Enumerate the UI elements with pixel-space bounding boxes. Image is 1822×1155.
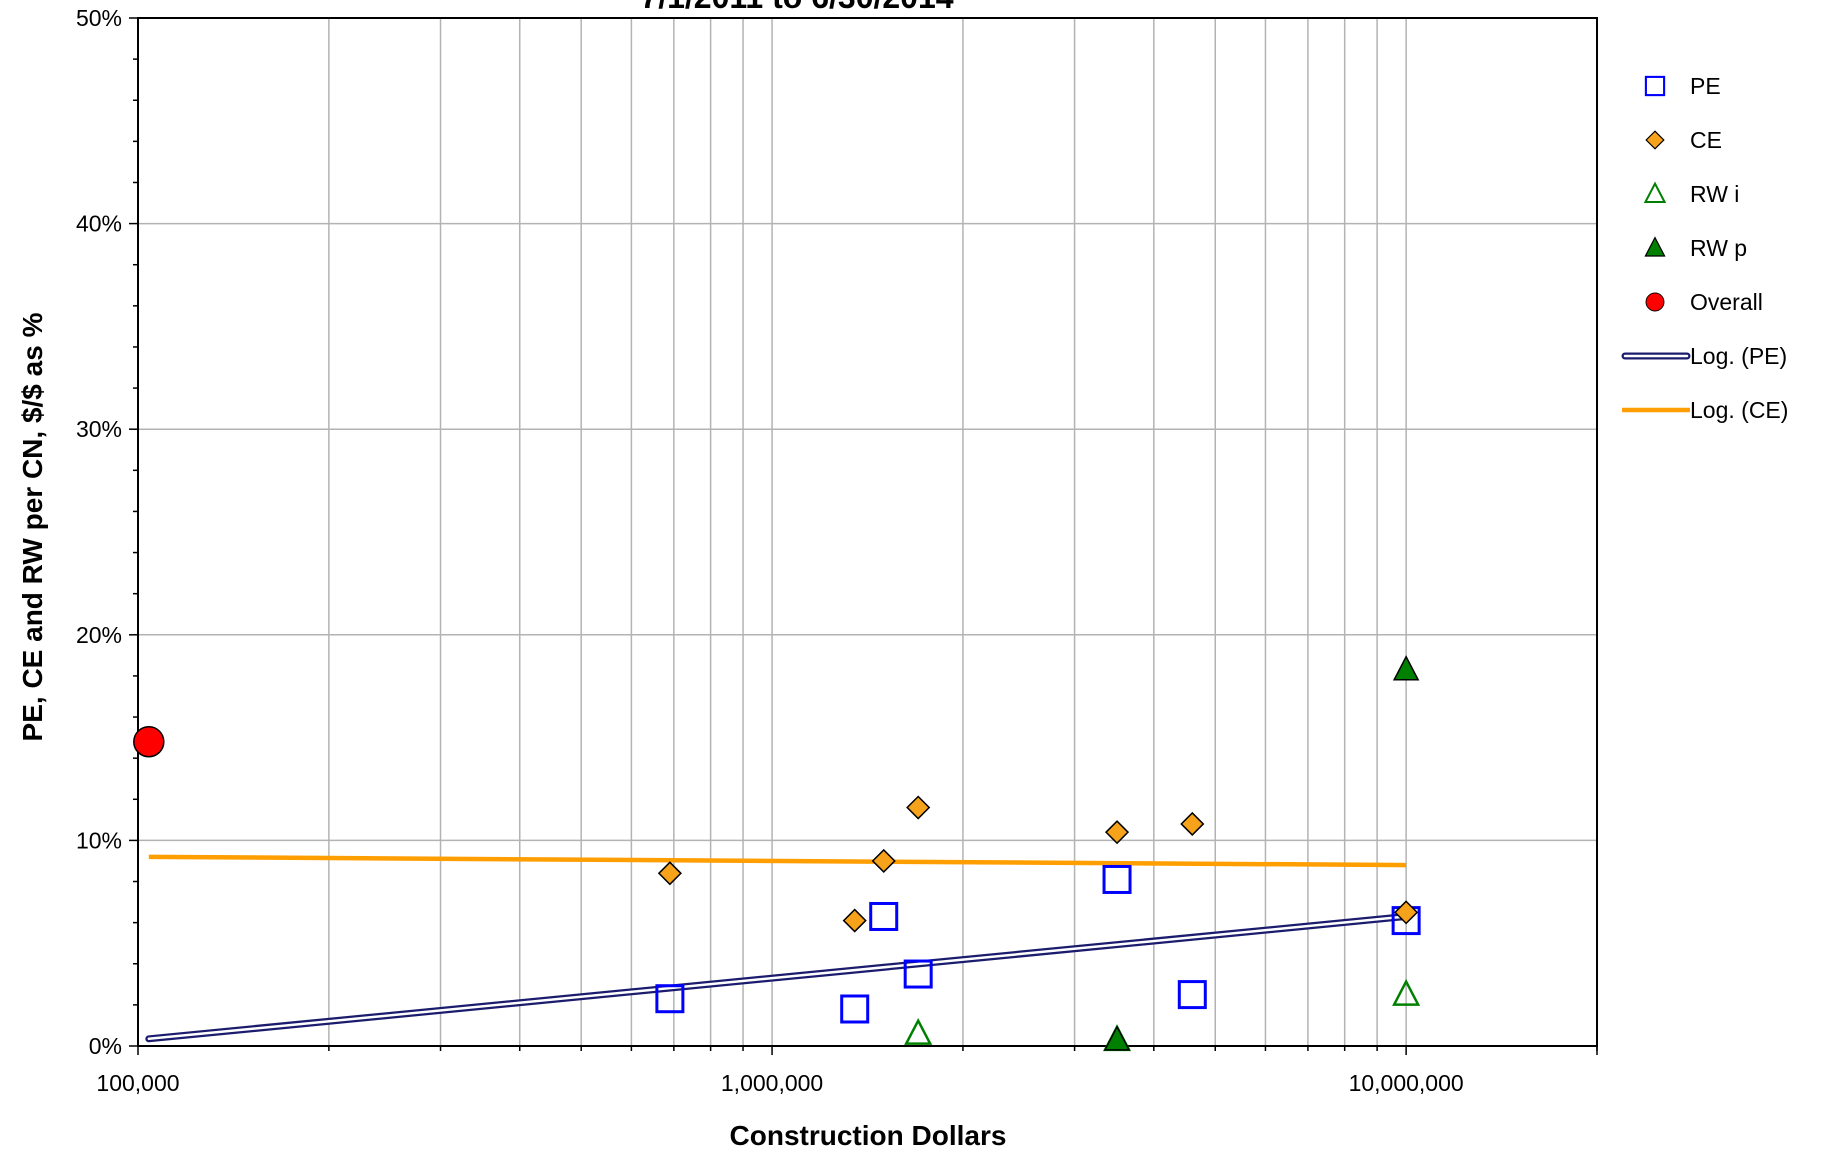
- point-pe: [1177, 980, 1207, 1010]
- point-rw-p: [1103, 1025, 1131, 1051]
- y-tick-label: 20%: [76, 622, 122, 648]
- y-tick-label: 50%: [76, 5, 122, 31]
- x-tick-label: 100,000: [96, 1070, 179, 1096]
- y-tick-label: 0%: [89, 1033, 122, 1059]
- y-axis-title: PE, CE and RW per CN, $/$ as %: [17, 312, 48, 741]
- point-ce: [1180, 811, 1205, 837]
- legend-marker-ce: [1645, 130, 1665, 150]
- y-tick-label: 10%: [76, 827, 122, 853]
- point-pe: [655, 984, 685, 1014]
- point-rw-p: [1392, 655, 1420, 681]
- legend-symbol-rw-i: [1643, 181, 1667, 204]
- x-tick-label: 1,000,000: [721, 1070, 823, 1096]
- point-ce: [657, 861, 682, 886]
- point-ce: [1394, 900, 1419, 925]
- legend-label-pe: PE: [1690, 73, 1721, 99]
- point-pe: [840, 994, 870, 1024]
- legend-label-ce: CE: [1690, 127, 1722, 153]
- trendline-pe-inner: [147, 915, 1408, 1041]
- legend-marker-pe: [1644, 75, 1666, 97]
- legend-label-rw-p: RW p: [1690, 235, 1747, 261]
- point-pe: [903, 959, 933, 989]
- legend-symbol-pe: [1644, 75, 1666, 97]
- point-overall: [133, 725, 165, 758]
- point-ce: [1104, 820, 1130, 845]
- legend-symbol-overall: [1645, 292, 1665, 312]
- legend-marker-rw-i: [1643, 181, 1667, 204]
- point-ce: [871, 848, 896, 874]
- plot-area-frame: [137, 17, 1598, 1047]
- grid: [138, 18, 1597, 1046]
- trendline-ce: [148, 854, 1407, 868]
- point-ce: [906, 795, 931, 820]
- legend-symbol-ce: [1645, 130, 1665, 150]
- point-ce: [842, 908, 867, 933]
- point-pe: [869, 901, 899, 931]
- y-axis-ticks: 0% 10% 20% 30% 40% 50%: [76, 5, 138, 1059]
- y-tick-label: 30%: [76, 416, 122, 442]
- y-tick-label: 40%: [76, 211, 122, 237]
- chart-title: 7/1/2011 to 6/30/2014: [640, 0, 953, 15]
- legend-label-log-pe: Log. (PE): [1690, 343, 1787, 369]
- x-axis-title: Construction Dollars: [730, 1120, 1007, 1151]
- x-axis-ticks: 100,000 1,000,000 10,000,000: [96, 1046, 1598, 1096]
- point-rw-i: [1392, 978, 1421, 1006]
- legend-marker-rw-p: [1644, 236, 1666, 257]
- legend-symbol-rw-p: [1644, 236, 1666, 257]
- point-rw-i: [904, 1017, 933, 1045]
- x-tick-label: 10,000,000: [1349, 1070, 1464, 1096]
- legend-label-rw-i: RW i: [1690, 181, 1739, 207]
- data-points: [133, 655, 1421, 1052]
- point-pe: [1102, 864, 1132, 894]
- trendlines: [145, 854, 1410, 1043]
- legend-label-overall: Overall: [1690, 289, 1763, 315]
- legend: PE CE RW i RW p Overall Log. (PE) Log. (CE): [1621, 73, 1788, 423]
- legend-marker-overall: [1645, 292, 1665, 312]
- legend-label-log-ce: Log. (CE): [1690, 397, 1788, 423]
